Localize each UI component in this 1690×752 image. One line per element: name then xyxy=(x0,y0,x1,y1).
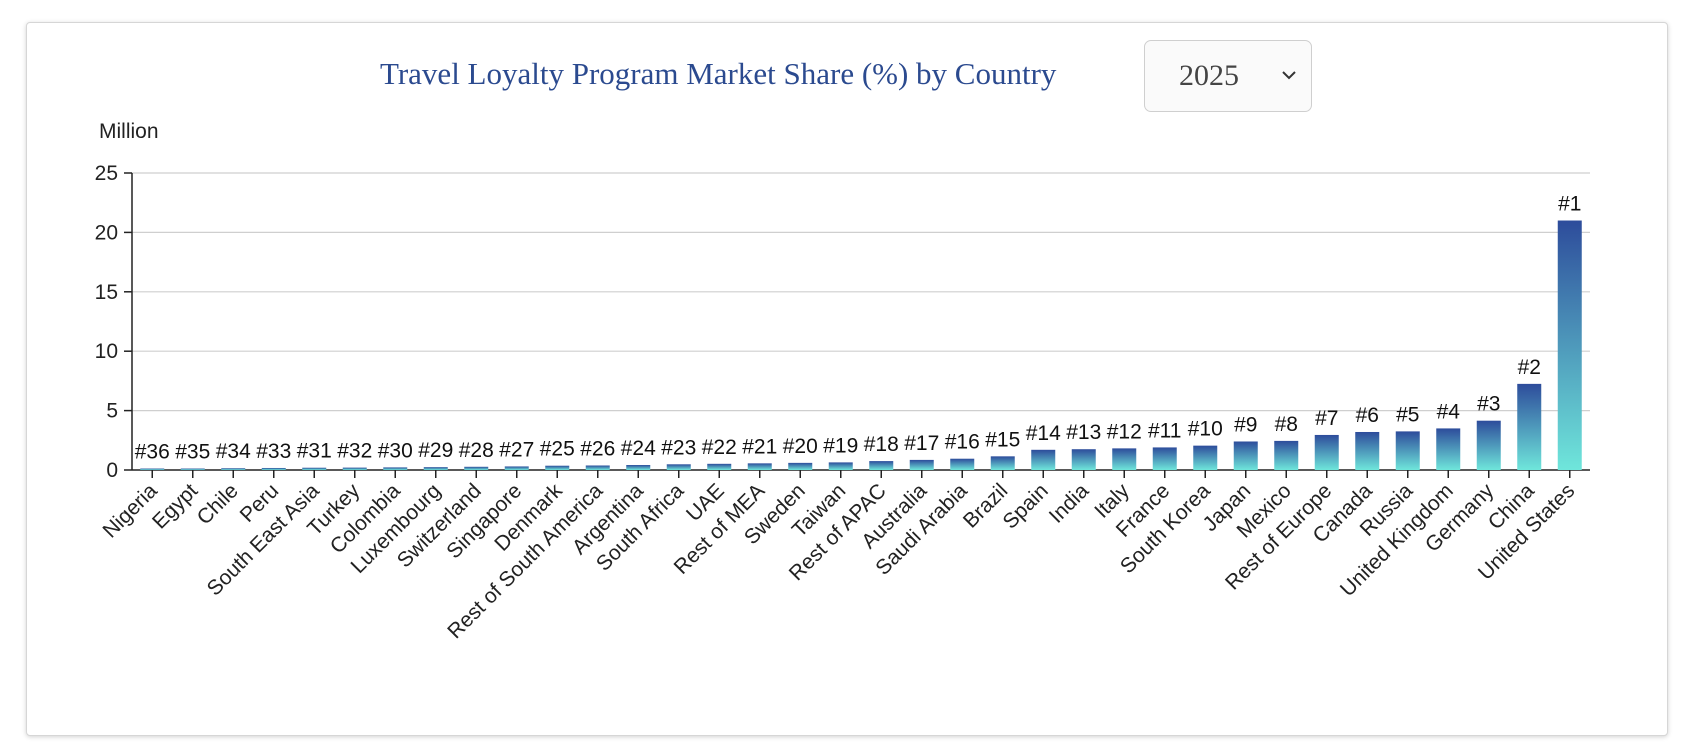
rank-label: #7 xyxy=(1315,407,1338,430)
bar[interactable] xyxy=(1476,420,1501,470)
rank-label: #32 xyxy=(337,440,372,463)
bar[interactable] xyxy=(1274,440,1299,470)
rank-label: #13 xyxy=(1066,421,1101,444)
bar[interactable] xyxy=(1031,449,1056,470)
bar[interactable] xyxy=(788,462,813,470)
bar[interactable] xyxy=(504,466,529,470)
chart-title: Travel Loyalty Program Market Share (%) … xyxy=(380,56,1057,91)
rank-label: #17 xyxy=(904,432,939,455)
bar[interactable] xyxy=(1314,434,1339,470)
rank-label: #23 xyxy=(661,436,696,459)
x-tick-label: India xyxy=(1045,479,1094,528)
rank-label: #6 xyxy=(1356,404,1379,427)
bar[interactable] xyxy=(1517,383,1542,470)
rank-label: #35 xyxy=(175,441,210,464)
chevron-down-icon xyxy=(1282,71,1296,80)
bar[interactable] xyxy=(585,465,610,470)
rank-label: #10 xyxy=(1188,418,1223,441)
x-tick-label: Egypt xyxy=(148,479,202,533)
bar[interactable] xyxy=(1395,431,1420,470)
bar[interactable] xyxy=(747,463,772,470)
rank-label: #3 xyxy=(1477,393,1500,416)
rank-label: #29 xyxy=(418,439,453,462)
bar[interactable] xyxy=(140,468,165,471)
bar[interactable] xyxy=(828,462,853,470)
bar[interactable] xyxy=(1233,441,1258,470)
bar[interactable] xyxy=(383,467,408,470)
bar[interactable] xyxy=(342,467,367,470)
y-tick-label: 0 xyxy=(106,459,118,482)
rank-label: #1 xyxy=(1558,193,1581,216)
rank-label: #24 xyxy=(621,437,656,460)
y-axis-label: Million xyxy=(99,120,159,143)
rank-label: #12 xyxy=(1107,420,1142,443)
rank-label: #19 xyxy=(823,434,858,457)
rank-label: #26 xyxy=(580,437,615,460)
bar[interactable] xyxy=(464,466,489,470)
rank-label: #30 xyxy=(378,439,413,462)
x-tick-label: Nigeria xyxy=(98,479,162,543)
bar[interactable] xyxy=(1193,445,1218,470)
rank-label: #16 xyxy=(945,431,980,454)
rank-label: #2 xyxy=(1518,356,1541,379)
bar[interactable] xyxy=(1355,431,1380,470)
bar[interactable] xyxy=(1436,428,1461,470)
rank-label: #28 xyxy=(459,439,494,462)
bar[interactable] xyxy=(626,465,651,470)
rank-label: #27 xyxy=(499,438,534,461)
bar[interactable] xyxy=(221,468,246,470)
rank-label: #31 xyxy=(297,440,332,463)
y-tick-label: 5 xyxy=(106,400,118,423)
year-select-value: 2025 xyxy=(1179,59,1239,92)
rank-label: #34 xyxy=(216,440,251,463)
x-tick-label: Chile xyxy=(193,479,243,529)
bar[interactable] xyxy=(869,461,894,470)
bar[interactable] xyxy=(545,465,570,470)
rank-label: #20 xyxy=(783,435,818,458)
rank-label: #9 xyxy=(1234,413,1257,436)
bar[interactable] xyxy=(1112,448,1137,470)
rank-label: #11 xyxy=(1148,419,1181,442)
y-tick-label: 15 xyxy=(95,281,118,304)
y-tick-label: 20 xyxy=(95,221,118,244)
bar[interactable] xyxy=(909,459,934,470)
bar[interactable] xyxy=(950,458,975,470)
bar[interactable] xyxy=(423,467,448,470)
rank-label: #4 xyxy=(1437,400,1461,423)
year-select[interactable]: 2025 xyxy=(1144,40,1312,112)
bar[interactable] xyxy=(707,463,732,470)
bar[interactable] xyxy=(180,468,205,471)
rank-label: #14 xyxy=(1026,422,1061,445)
bar[interactable] xyxy=(302,467,327,470)
rank-label: #8 xyxy=(1275,413,1298,436)
y-tick-label: 25 xyxy=(95,162,118,185)
chart-card xyxy=(26,22,1668,736)
y-tick-label: 10 xyxy=(95,340,118,363)
rank-label: #5 xyxy=(1396,403,1419,426)
bar[interactable] xyxy=(1557,220,1582,470)
rank-label: #33 xyxy=(256,440,291,463)
x-tick-label: Spain xyxy=(999,479,1053,533)
rank-label: #25 xyxy=(540,438,575,461)
rank-label: #18 xyxy=(864,433,899,456)
bar[interactable] xyxy=(1152,447,1177,470)
rank-label: #36 xyxy=(135,441,170,464)
bar[interactable] xyxy=(261,467,286,470)
rank-label: #15 xyxy=(985,428,1020,451)
x-tick-label: Brazil xyxy=(959,479,1012,532)
bar[interactable] xyxy=(990,456,1015,470)
bar[interactable] xyxy=(666,464,691,470)
rank-label: #22 xyxy=(702,436,737,459)
rank-label: #21 xyxy=(742,435,777,458)
bar[interactable] xyxy=(1071,449,1096,470)
